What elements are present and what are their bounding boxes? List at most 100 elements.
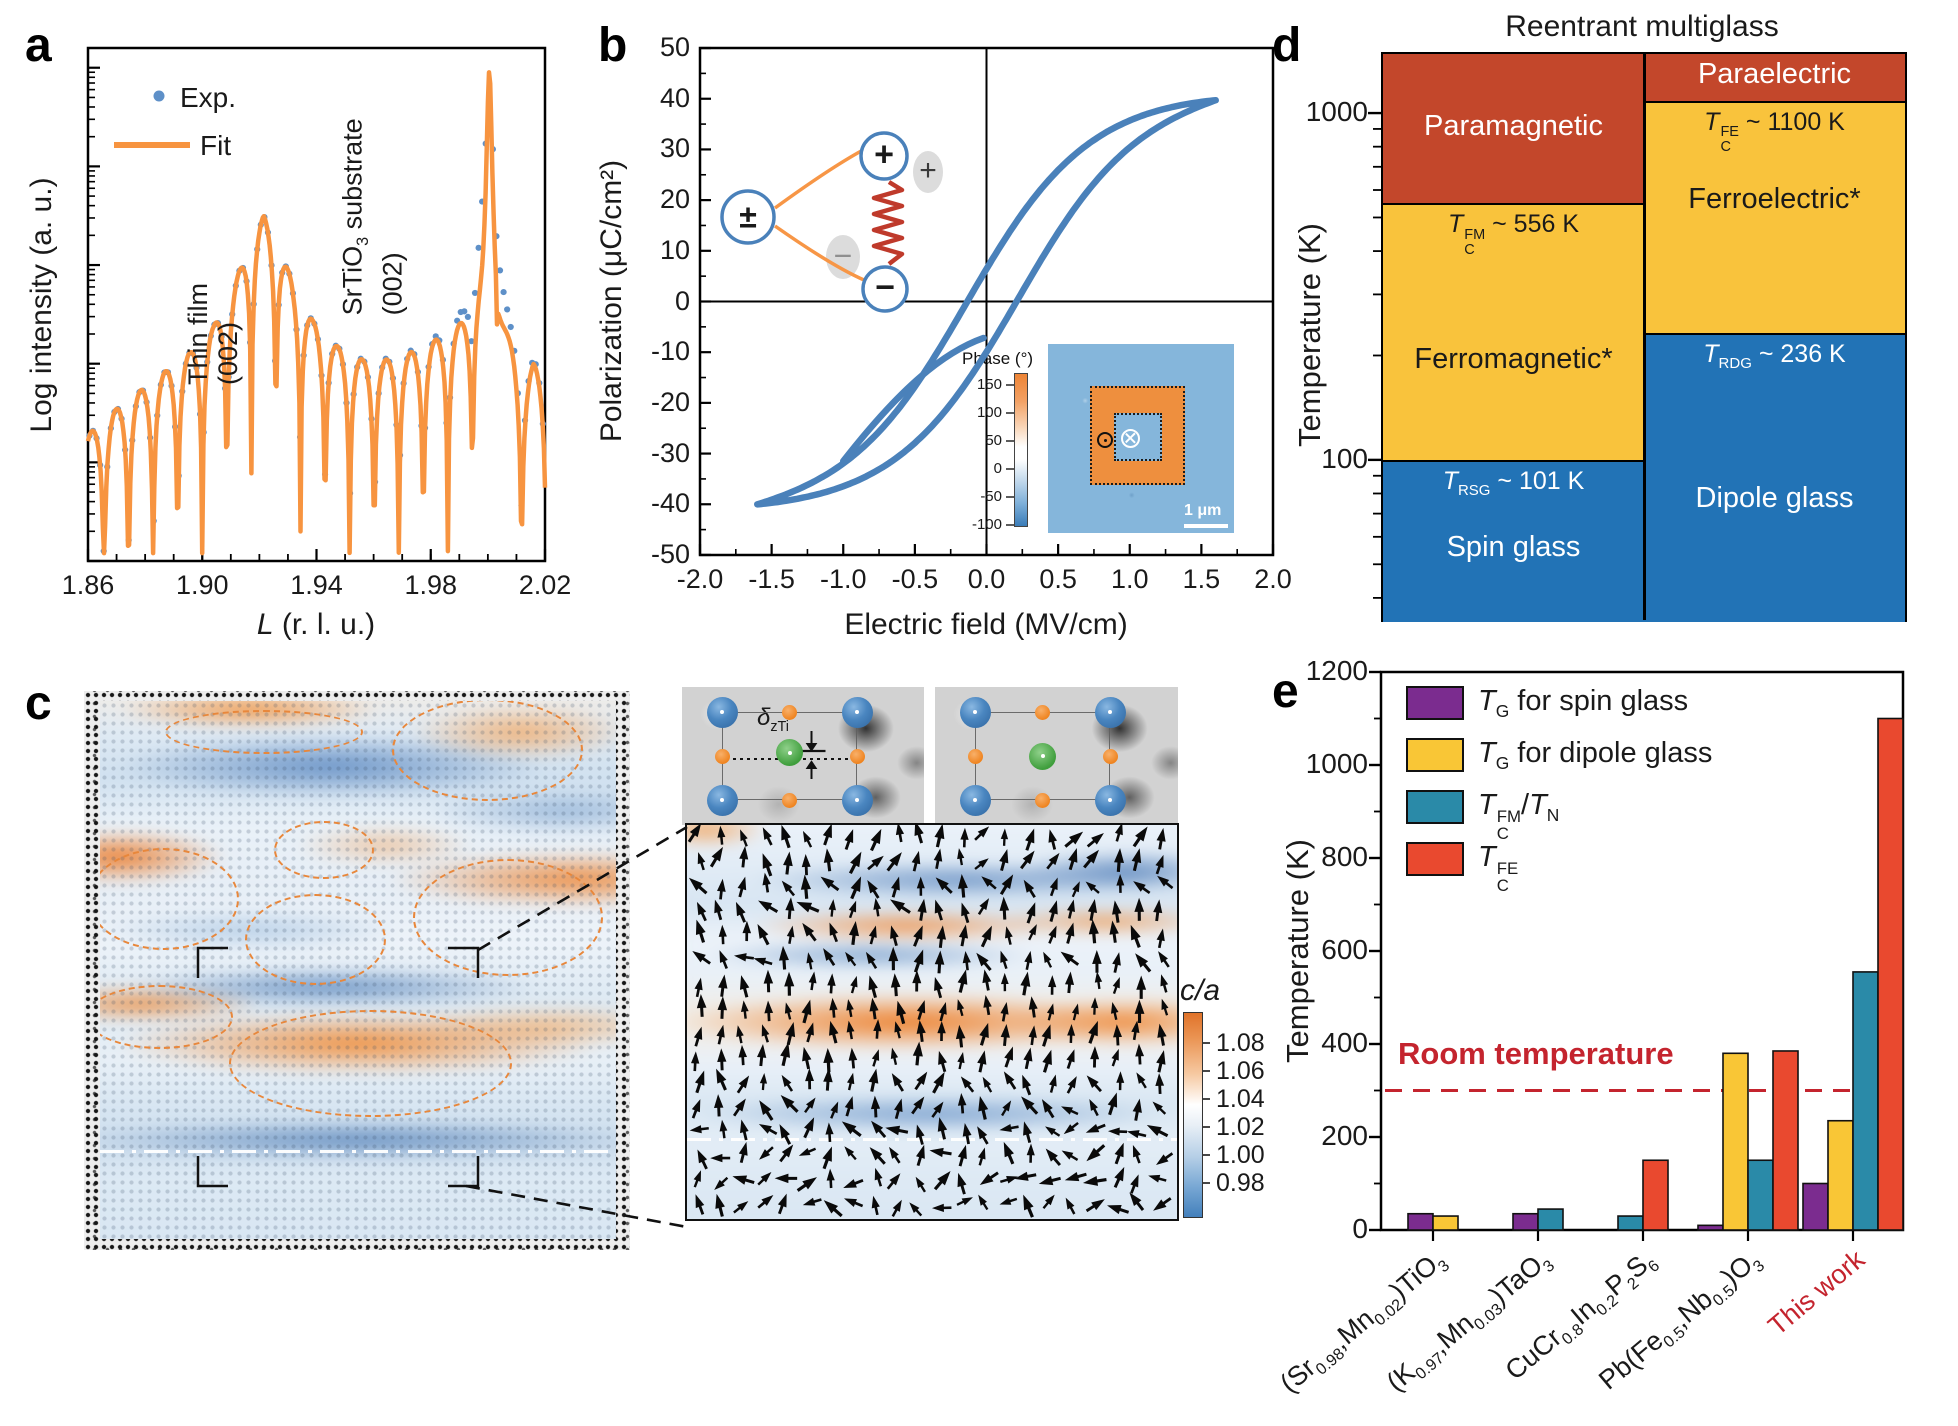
b-y-tick-label: -50 [650,538,690,569]
phase-diagram-divider [1643,54,1646,620]
ca-tick-label: 1.00 [1216,1141,1265,1169]
legend-a-fit-label: Fit [200,130,232,161]
exp-data-point [471,289,479,297]
polar-region-ellipse [274,821,374,879]
orange-atom [1102,748,1118,764]
e-legend-label: TG for spin glass [1478,685,1689,721]
orange-atom [782,704,797,720]
a-x-tick-label: 1.94 [290,570,343,600]
zoom-connector-bottom [465,1184,688,1229]
legend-a-exp-label: Exp. [180,82,237,113]
ca-tick-label: 1.08 [1216,1029,1265,1057]
b-x-tick-label: -0.5 [891,564,939,594]
bar-This-work [1802,1182,1829,1231]
e-legend-swatch [1406,686,1464,720]
annotation-srtio3-substrate: SrTiO3 substrate (002) [337,118,408,316]
exp-data-point [500,288,507,296]
panel-label-b: b [598,19,628,72]
room-temperature-label: Room temperature [1398,1036,1674,1071]
panel-label-c: c [25,677,52,730]
b-y-tick-label: 20 [659,184,690,215]
orange-atom [714,748,730,764]
b-y-tick-label: -40 [650,488,690,519]
phase-tick-label: 50 [985,432,1002,449]
e-y-tick-label: 400 [1321,1027,1368,1058]
fit-curve [85,70,548,556]
exp-data-point [504,306,511,313]
axis-label-a-y: Log intensity (a. u.) [25,177,58,433]
polarization-arrows [687,823,1174,1218]
exp-data-point [496,267,504,274]
e-y-tick-label: 1200 [1305,655,1368,686]
crop-corner-bracket [196,1156,228,1188]
phase-boundary-label: T FE C ~ 1100 K [1704,107,1845,155]
pfm-scalebar [1184,524,1228,528]
schematic-plus: + [874,135,894,174]
b-x-tick-label: -1.5 [748,564,795,594]
bar-This-work [1827,1119,1854,1231]
phase-region-label: Dipole glass [1695,482,1854,515]
crop-corner-bracket [448,946,480,978]
bar--K0-97-Mn0-03-TaO3 [1512,1212,1539,1231]
plusminus-circle [720,189,776,245]
ca-colorbar-label: c/a [1180,974,1221,1007]
phase-region-ferroelectric- [1644,100,1905,335]
delta-arrow-up [805,760,818,779]
bar-CuCr0-8In0-2P2S6 [1617,1215,1644,1231]
schematic-ghost-minus: − [833,237,853,274]
phase-tick-label: 100 [976,404,1002,421]
ca-tick-label: 0.98 [1216,1169,1265,1197]
a-x-tick-label: 1.86 [61,570,115,600]
e-y-tick-label: 800 [1321,841,1368,872]
out-of-plane-icon [1097,432,1113,448]
bar-CuCr0-8In0-2P2S6 [1642,1159,1669,1231]
interface-dash-dot-line [100,1150,616,1153]
b-y-tick-label: 10 [659,234,690,265]
e-legend-swatch [1406,790,1464,824]
e-y-tick-label: 0 [1352,1213,1368,1244]
atom-highlight [1108,710,1112,714]
polar-region-ellipse [165,710,363,754]
exp-data-point [507,323,514,331]
phase-boundary-label: TRSG ~ 101 K [1442,467,1585,500]
a-x-tick-label: 1.90 [175,570,229,600]
schematic-plusminus: ± [739,198,757,235]
coupling-line-bottom [773,224,865,282]
bar-Pb-Fe0-5-Nb0-5-O3 [1722,1052,1749,1231]
phase-diagram: Paramagnetic Ferromagnetic* Spin glass T FM C… [1381,52,1907,622]
b-x-tick-label: 1.5 [1182,564,1221,594]
bar-Pb-Fe0-5-Nb0-5-O3 [1747,1159,1774,1231]
ca-colorbar [1183,1012,1203,1218]
b-y-tick-label: -20 [650,386,690,417]
phase-tick-label: 150 [976,376,1002,393]
b-y-tick-label: 50 [659,32,690,63]
ghost-plus-blob [913,151,943,193]
bar--Sr0-98-Mn0-02-TiO3 [1407,1212,1434,1231]
b-x-tick-label: 0.5 [1039,564,1077,594]
polar-region-ellipse [245,894,386,985]
bar-Pb-Fe0-5-Nb0-5-O3 [1697,1224,1724,1231]
phase-boundary-label: TRDG ~ 236 K [1703,339,1846,372]
into-plane-icon [1121,429,1140,448]
phase-region-dipole-glass [1644,332,1905,622]
crop-corner-bracket [196,946,228,978]
d-y-tick-label: 100 [1321,442,1368,474]
phase-region-label: Ferroelectric* [1688,182,1861,215]
ca-tick-label: 1.06 [1216,1057,1265,1085]
d-y-tick-label: 1000 [1305,96,1368,128]
b-y-tick-label: -30 [650,437,690,468]
hysteresis-loop [754,96,1219,508]
bar-This-work [1877,717,1904,1231]
orange-atom [849,748,865,764]
e-y-tick-label: 1000 [1305,748,1368,779]
orange-atom [782,792,797,808]
polar-region-ellipse [229,1010,512,1117]
atom-highlight [1108,798,1112,802]
phase-region-paraelectric [1644,54,1905,101]
phase-boundary-label: T FM C ~ 556 K [1447,210,1580,258]
e-legend-label: T FM C/TN [1478,789,1560,843]
b-x-tick-label: 1.0 [1110,564,1149,594]
atom-highlight [1040,754,1045,758]
panel-label-a: a [25,19,52,72]
